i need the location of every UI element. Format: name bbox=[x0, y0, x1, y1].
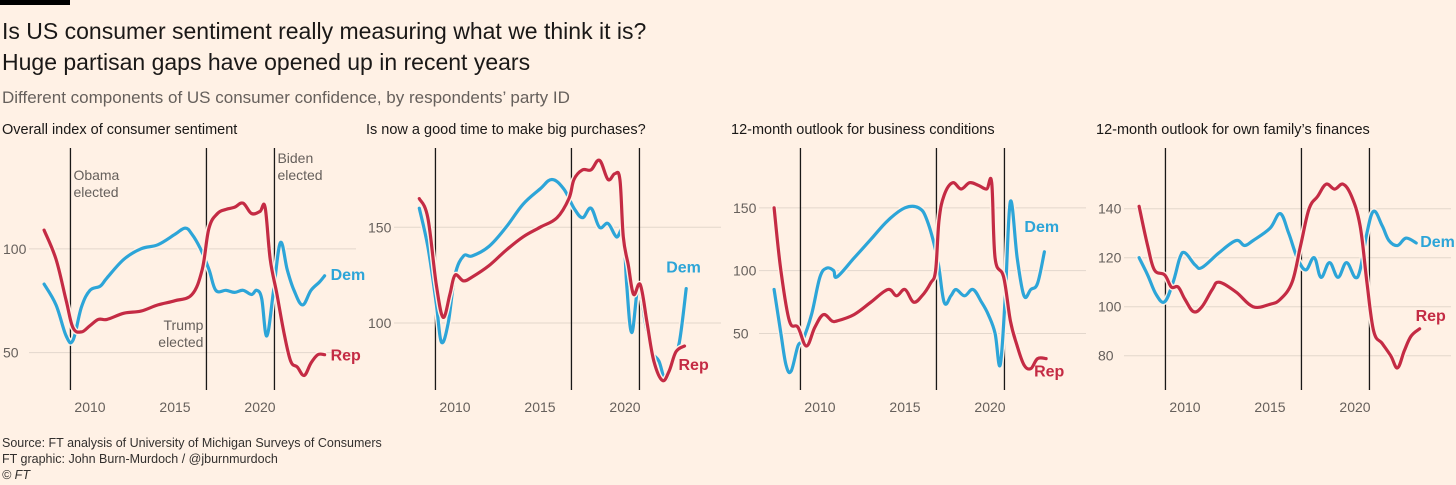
series-line-rep bbox=[772, 176, 1048, 371]
x-tick-label: 2020 bbox=[609, 399, 640, 415]
series-label-rep: Rep bbox=[331, 348, 361, 365]
series-line-rep bbox=[417, 158, 687, 383]
series-line-rep bbox=[1137, 182, 1422, 370]
brand-bar bbox=[0, 0, 70, 5]
y-tick-label: 100 bbox=[368, 315, 392, 331]
y-tick-label: 50 bbox=[733, 325, 749, 341]
x-tick-label: 2015 bbox=[159, 399, 190, 415]
event-annotation: Biden bbox=[277, 150, 313, 166]
title-line-1: Is US consumer sentiment really measurin… bbox=[2, 18, 647, 44]
series-label-dem: Dem bbox=[1024, 219, 1059, 236]
y-tick-label: 120 bbox=[1098, 250, 1122, 266]
panel-title-family: 12-month outlook for own family’s financ… bbox=[1096, 122, 1370, 138]
footer-source: Source: FT analysis of University of Mic… bbox=[2, 436, 382, 450]
series-label-rep: Rep bbox=[1034, 364, 1064, 381]
event-annotation: Obama bbox=[73, 167, 119, 183]
series-label-rep: Rep bbox=[679, 357, 709, 374]
series-label-dem: Dem bbox=[1420, 234, 1455, 251]
y-tick-label: 150 bbox=[368, 219, 392, 235]
y-tick-label: 80 bbox=[1098, 348, 1114, 364]
footer-graphic: FT graphic: John Burn-Murdoch / @jburnmu… bbox=[2, 452, 278, 466]
series-label-dem: Dem bbox=[666, 260, 701, 277]
y-tick-label: 100 bbox=[733, 263, 757, 279]
x-tick-label: 2015 bbox=[1254, 399, 1285, 415]
x-tick-label: 2015 bbox=[889, 399, 920, 415]
series-line-dem bbox=[42, 226, 327, 345]
series-line-dem bbox=[1137, 209, 1418, 304]
x-tick-label: 2010 bbox=[804, 399, 835, 415]
footer-copyright: © FT bbox=[2, 468, 30, 482]
title-line-2: Huge partisan gaps have opened up in rec… bbox=[2, 49, 531, 75]
series-label-rep: Rep bbox=[1416, 308, 1446, 325]
event-annotation: elected bbox=[158, 334, 203, 350]
y-tick-label: 50 bbox=[3, 345, 19, 361]
x-tick-label: 2010 bbox=[74, 399, 105, 415]
panel-title-big-purchases: Is now a good time to make big purchases… bbox=[366, 122, 646, 138]
y-tick-label: 140 bbox=[1098, 201, 1122, 217]
y-tick-label: 100 bbox=[1098, 299, 1122, 315]
panel-title-business: 12-month outlook for business conditions bbox=[731, 122, 995, 138]
x-tick-label: 2015 bbox=[524, 399, 555, 415]
y-tick-label: 150 bbox=[733, 200, 757, 216]
x-tick-label: 2020 bbox=[1339, 399, 1370, 415]
x-tick-label: 2020 bbox=[244, 399, 275, 415]
series-line-rep bbox=[42, 201, 327, 378]
event-annotation: elected bbox=[73, 184, 118, 200]
x-tick-label: 2010 bbox=[439, 399, 470, 415]
x-tick-label: 2020 bbox=[974, 399, 1005, 415]
series-label-dem: Dem bbox=[331, 267, 366, 284]
page-title: Is US consumer sentiment really measurin… bbox=[2, 16, 646, 78]
event-annotation: Trump bbox=[164, 317, 204, 333]
subtitle: Different components of US consumer conf… bbox=[2, 88, 570, 107]
panel-title-overall: Overall index of consumer sentiment bbox=[2, 122, 238, 138]
x-tick-label: 2010 bbox=[1169, 399, 1200, 415]
event-annotation: elected bbox=[277, 167, 322, 183]
y-tick-label: 100 bbox=[3, 241, 27, 257]
